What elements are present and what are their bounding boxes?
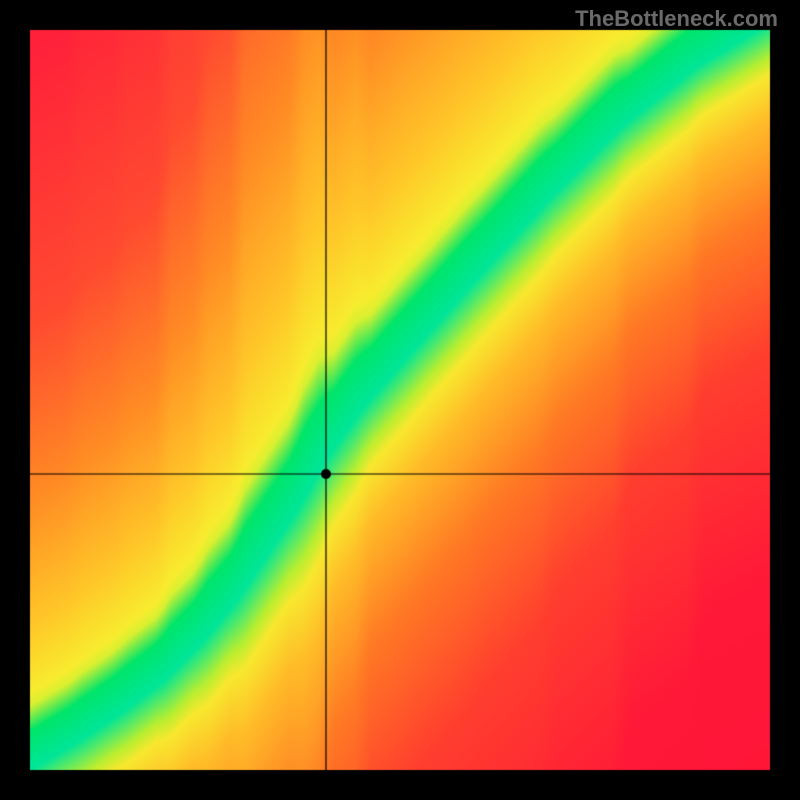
watermark-text: TheBottleneck.com (575, 6, 778, 32)
chart-container: TheBottleneck.com (0, 0, 800, 800)
bottleneck-heatmap (0, 0, 800, 800)
